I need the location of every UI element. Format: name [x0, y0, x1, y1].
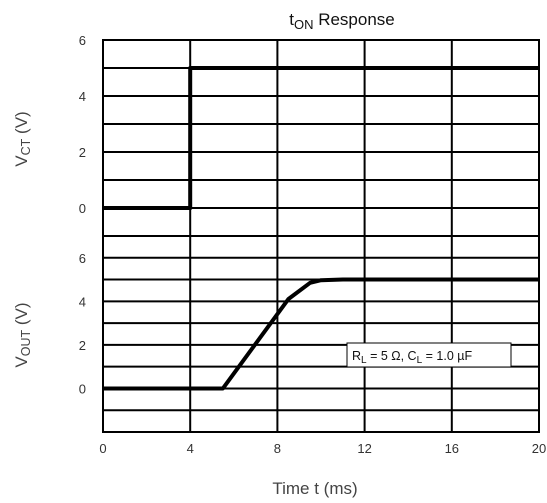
y-tick-label: 0 — [79, 201, 86, 216]
y-tick-label: 6 — [79, 251, 86, 266]
annotation-box — [346, 342, 512, 368]
grid — [102, 39, 540, 433]
chart-title-rest: Response — [313, 10, 394, 29]
annotation-text: RL = 5 Ω, CL = 1.0 µF — [352, 349, 472, 366]
x-axis-label: Time t (ms) — [272, 479, 357, 498]
chart-title-main: t — [289, 10, 294, 29]
y-tick-label: 2 — [79, 338, 86, 353]
plot-frame — [102, 39, 540, 433]
y-tick-label: 4 — [79, 294, 86, 309]
y-tick-label: 2 — [79, 145, 86, 160]
series-line-panel-2 — [103, 277, 539, 391]
chart-title-sub: ON — [294, 17, 314, 32]
annotation-part: R — [352, 349, 361, 363]
x-tick-label: 4 — [187, 441, 194, 456]
y-label-vout: VOUT (V) — [12, 302, 33, 367]
y-tick-label: 0 — [79, 381, 86, 396]
annotation-subscript: L — [417, 355, 423, 366]
x-tick-label: 8 — [274, 441, 281, 456]
y-tick-label: 4 — [79, 89, 86, 104]
chart-title: tON Response — [289, 10, 395, 32]
annotation-subscript: L — [361, 355, 367, 366]
x-tick-label: 20 — [532, 441, 546, 456]
x-tick-label: 12 — [357, 441, 371, 456]
series-layer — [103, 66, 539, 391]
x-tick-label: 0 — [99, 441, 106, 456]
annotation-part: = 5 Ω, C — [367, 349, 417, 363]
y-label-vct: VCT (V) — [12, 111, 33, 166]
series-line-panel-1 — [103, 66, 539, 210]
annotation-part: = 1.0 µF — [422, 349, 472, 363]
y-tick-label: 6 — [79, 33, 86, 48]
x-tick-label: 16 — [445, 441, 459, 456]
